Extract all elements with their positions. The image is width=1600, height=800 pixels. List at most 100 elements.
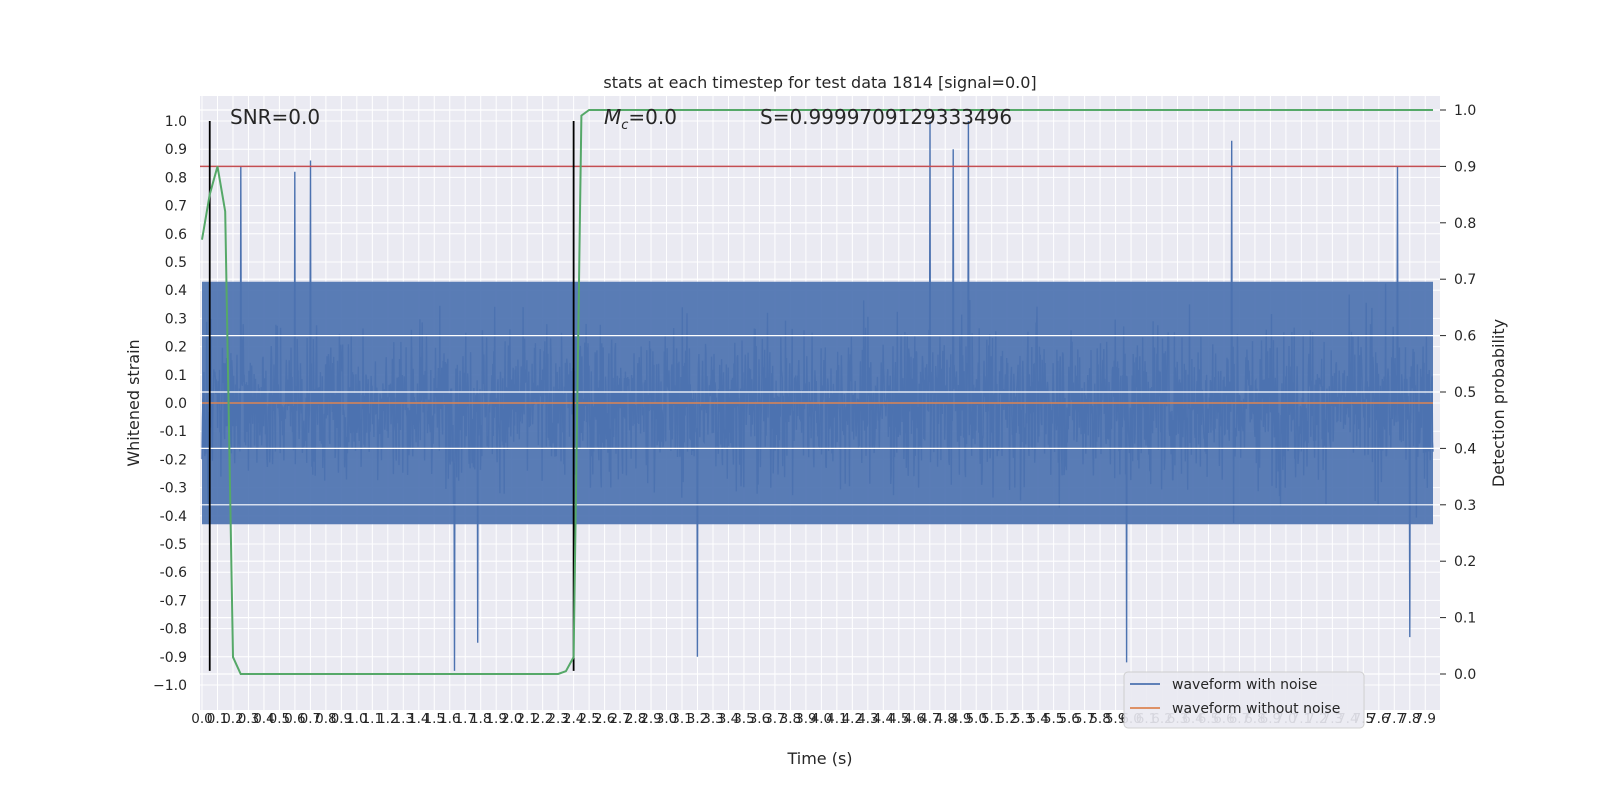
x-tick-label: 2.1 — [516, 711, 537, 727]
x-tick-label: 4.9 — [950, 711, 971, 727]
y-tick-label: 0.1 — [165, 368, 187, 384]
y-tick-label: 0.4 — [165, 283, 187, 299]
x-tick-label: 1.5 — [424, 711, 445, 727]
x-tick-label: 5.8 — [1089, 711, 1110, 727]
y-tick-label: 0.5 — [165, 255, 187, 271]
y-tick-label: -0.6 — [160, 565, 187, 581]
x-tick-label: 0.2 — [222, 711, 243, 727]
y-tick-label: -0.7 — [160, 593, 187, 609]
y2-tick-labels: 1.0 0.9 0.8 0.7 0.6 0.5 0.4 0.3 0.2 0.1 0.0 — [1440, 103, 1476, 683]
legend-label-waveform-without-noise: waveform without noise — [1172, 701, 1340, 717]
x-tick-label: 0.6 — [284, 711, 305, 727]
y-tick-label: -0.5 — [160, 537, 187, 553]
x-tick-label: 3.3 — [702, 711, 723, 727]
legend-box — [1123, 671, 1365, 729]
x-tick-label: 2.6 — [594, 711, 615, 727]
x-tick-label: 1.6 — [439, 711, 460, 727]
x-tick-label: 4.6 — [904, 711, 925, 727]
x-tick-label: 2.5 — [578, 711, 599, 727]
x-tick-label: 5.2 — [996, 711, 1017, 727]
x-tick-label: 1.4 — [408, 711, 429, 727]
y-tick-label: 0.9 — [165, 142, 187, 158]
y-tick-labels: 1.0 0.9 0.8 0.7 0.6 0.5 0.4 0.3 0.2 0.1 0.0 -0.1 -0.… — [153, 114, 187, 694]
x-tick-label: 4.8 — [935, 711, 956, 727]
x-tick-label: 0.4 — [253, 711, 274, 727]
x-tick-label: 4.7 — [919, 711, 940, 727]
x-tick-label: 5.9 — [1105, 711, 1126, 727]
y2-tick-label: 0.5 — [1454, 385, 1476, 401]
snr-annotation: SNR=0.0 — [230, 105, 320, 129]
x-tick-label: 7.7 — [1384, 711, 1405, 727]
mc-annotation: Mc=0.0 — [604, 105, 677, 133]
marker-lines — [208, 121, 575, 671]
x-tick-label: 2.4 — [563, 711, 584, 727]
x-tick-label: 5.3 — [1012, 711, 1033, 727]
x-tick-label: 3.0 — [656, 711, 677, 727]
chart-title: stats at each timestep for test data 181… — [603, 73, 1036, 92]
x-tick-label: 1.2 — [377, 711, 398, 727]
y2-tick-label: 0.4 — [1454, 441, 1476, 457]
x-tick-label: 4.4 — [873, 711, 894, 727]
x-tick-label: 0.3 — [238, 711, 259, 727]
x-tick-label: 0.9 — [331, 711, 352, 727]
y-tick-label: -0.4 — [160, 509, 187, 525]
x-tick-label: 1.9 — [485, 711, 506, 727]
y-tick-label: 0.0 — [165, 396, 187, 412]
x-tick-label: 3.5 — [733, 711, 754, 727]
y-tick-label: -0.2 — [160, 452, 187, 468]
x-tick-label: 2.8 — [625, 711, 646, 727]
x-tick-label: 2.2 — [532, 711, 553, 727]
y-axis-label: Whitened strain — [124, 339, 143, 466]
series-detection-probability — [201, 109, 1433, 675]
y2-tick-label: 0.7 — [1454, 272, 1476, 288]
y-tick-label: 0.8 — [165, 170, 187, 186]
x-tick-label: 1.7 — [454, 711, 475, 727]
x-tick-label: 3.7 — [764, 711, 785, 727]
y-tick-label: 0.7 — [165, 199, 187, 215]
y-tick-label: 0.6 — [165, 227, 187, 243]
x-tick-label: 5.4 — [1027, 711, 1048, 727]
x-tick-label: 1.1 — [362, 711, 383, 727]
x-tick-label: 2.3 — [547, 711, 568, 727]
x-tick-label: 1.8 — [470, 711, 491, 727]
x-axis-label: Time (s) — [786, 749, 852, 768]
x-tick-label: 4.5 — [888, 711, 909, 727]
x-tick-label: 5.0 — [965, 711, 986, 727]
x-tick-label: 5.6 — [1058, 711, 1079, 727]
x-tick-label: 7.6 — [1368, 711, 1389, 727]
x-tick-label: 5.7 — [1074, 711, 1095, 727]
x-tick-label: 0.1 — [207, 711, 228, 727]
x-tick-label: 2.9 — [640, 711, 661, 727]
y2-tick-label: 1.0 — [1454, 103, 1476, 119]
x-tick-label: 3.2 — [687, 711, 708, 727]
x-tick-label: 4.3 — [857, 711, 878, 727]
y2-axis-label: Detection probability — [1489, 319, 1508, 487]
y-tick-label: -0.1 — [160, 424, 187, 440]
x-tick-label: 2.7 — [609, 711, 630, 727]
y2-tick-label: 0.3 — [1454, 498, 1476, 514]
y-tick-label: 1.0 — [165, 114, 187, 130]
y2-tick-label: 0.6 — [1454, 329, 1476, 345]
x-tick-label: 7.8 — [1399, 711, 1420, 727]
x-tick-label: 7.9 — [1415, 711, 1436, 727]
x-tick-label: 3.4 — [718, 711, 739, 727]
y-tick-label: 0.3 — [165, 311, 187, 327]
x-tick-label: 3.6 — [749, 711, 770, 727]
y2-tick-label: 0.9 — [1454, 159, 1476, 175]
y2-tick-label: 0.1 — [1454, 611, 1476, 627]
x-tick-label: 3.9 — [795, 711, 816, 727]
x-tick-label: 4.2 — [842, 711, 863, 727]
x-tick-label: 4.1 — [826, 711, 847, 727]
mc-symbol: M — [604, 105, 621, 129]
y2-tick-label: 0.8 — [1454, 216, 1476, 232]
x-tick-label: 5.1 — [981, 711, 1002, 727]
x-tick-label: 5.5 — [1043, 711, 1064, 727]
x-tick-label: 1.0 — [346, 711, 367, 727]
y-tick-label: -0.9 — [160, 650, 187, 666]
x-tick-label: 2.0 — [501, 711, 522, 727]
mc-subscript: c — [621, 118, 628, 133]
y2-tick-label: 0.0 — [1454, 667, 1476, 683]
x-tick-label: 3.8 — [780, 711, 801, 727]
x-tick-label: 1.3 — [393, 711, 414, 727]
